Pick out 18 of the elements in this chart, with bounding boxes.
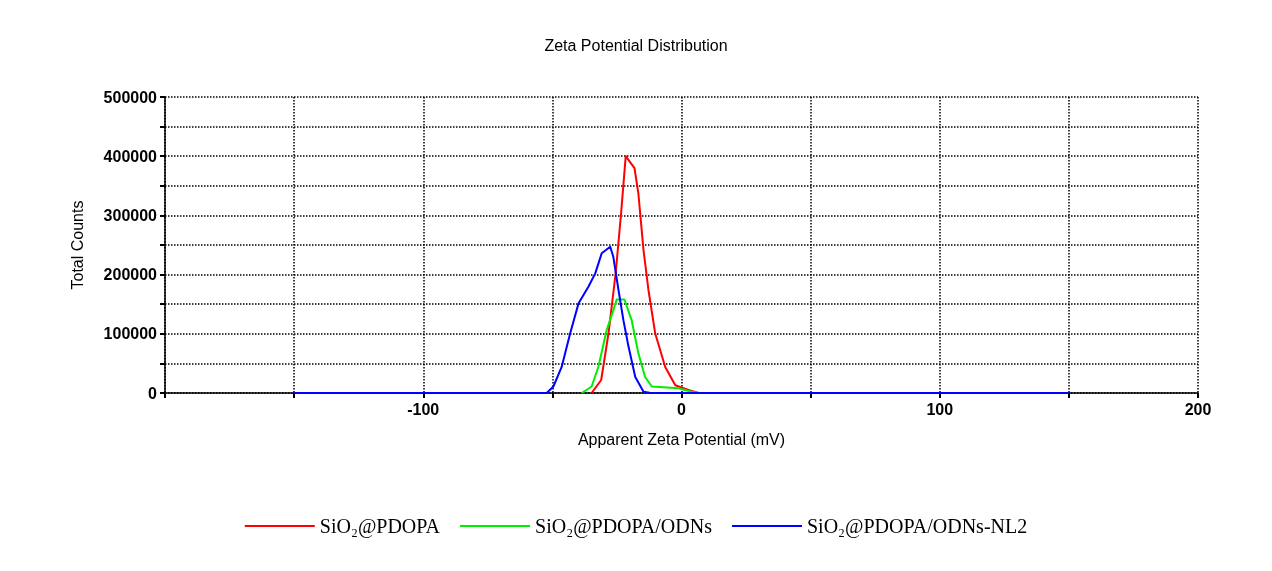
line-series: [590, 155, 700, 394]
x-tick-label: 100: [926, 400, 954, 418]
y-tick-label: 400000: [103, 147, 158, 165]
y-tick-label: 0: [148, 384, 158, 402]
legend-label: SiO₂@PDOPA/ODNs-NL2: [806, 515, 1028, 538]
y-tick-label: 200000: [103, 266, 158, 284]
y-tick-label: 500000: [103, 88, 158, 106]
legend-label: SiO₂@PDOPA: [319, 515, 441, 538]
y-tick-label: 300000: [103, 206, 158, 224]
line-series: [293, 245, 1070, 394]
x-tick-label: 0: [677, 400, 687, 418]
x-axis-title: Apparent Zeta Potential (mV): [577, 430, 786, 448]
legend-label: SiO₂@PDOPA/ODNs: [535, 515, 713, 538]
y-tick-label: 100000: [103, 325, 158, 343]
y-axis-title: Total Counts: [68, 200, 86, 290]
chart-title: Zeta Potential Distribution: [544, 36, 728, 54]
x-tick-label: -100: [407, 400, 440, 418]
x-tick-label: 200: [1184, 400, 1212, 418]
